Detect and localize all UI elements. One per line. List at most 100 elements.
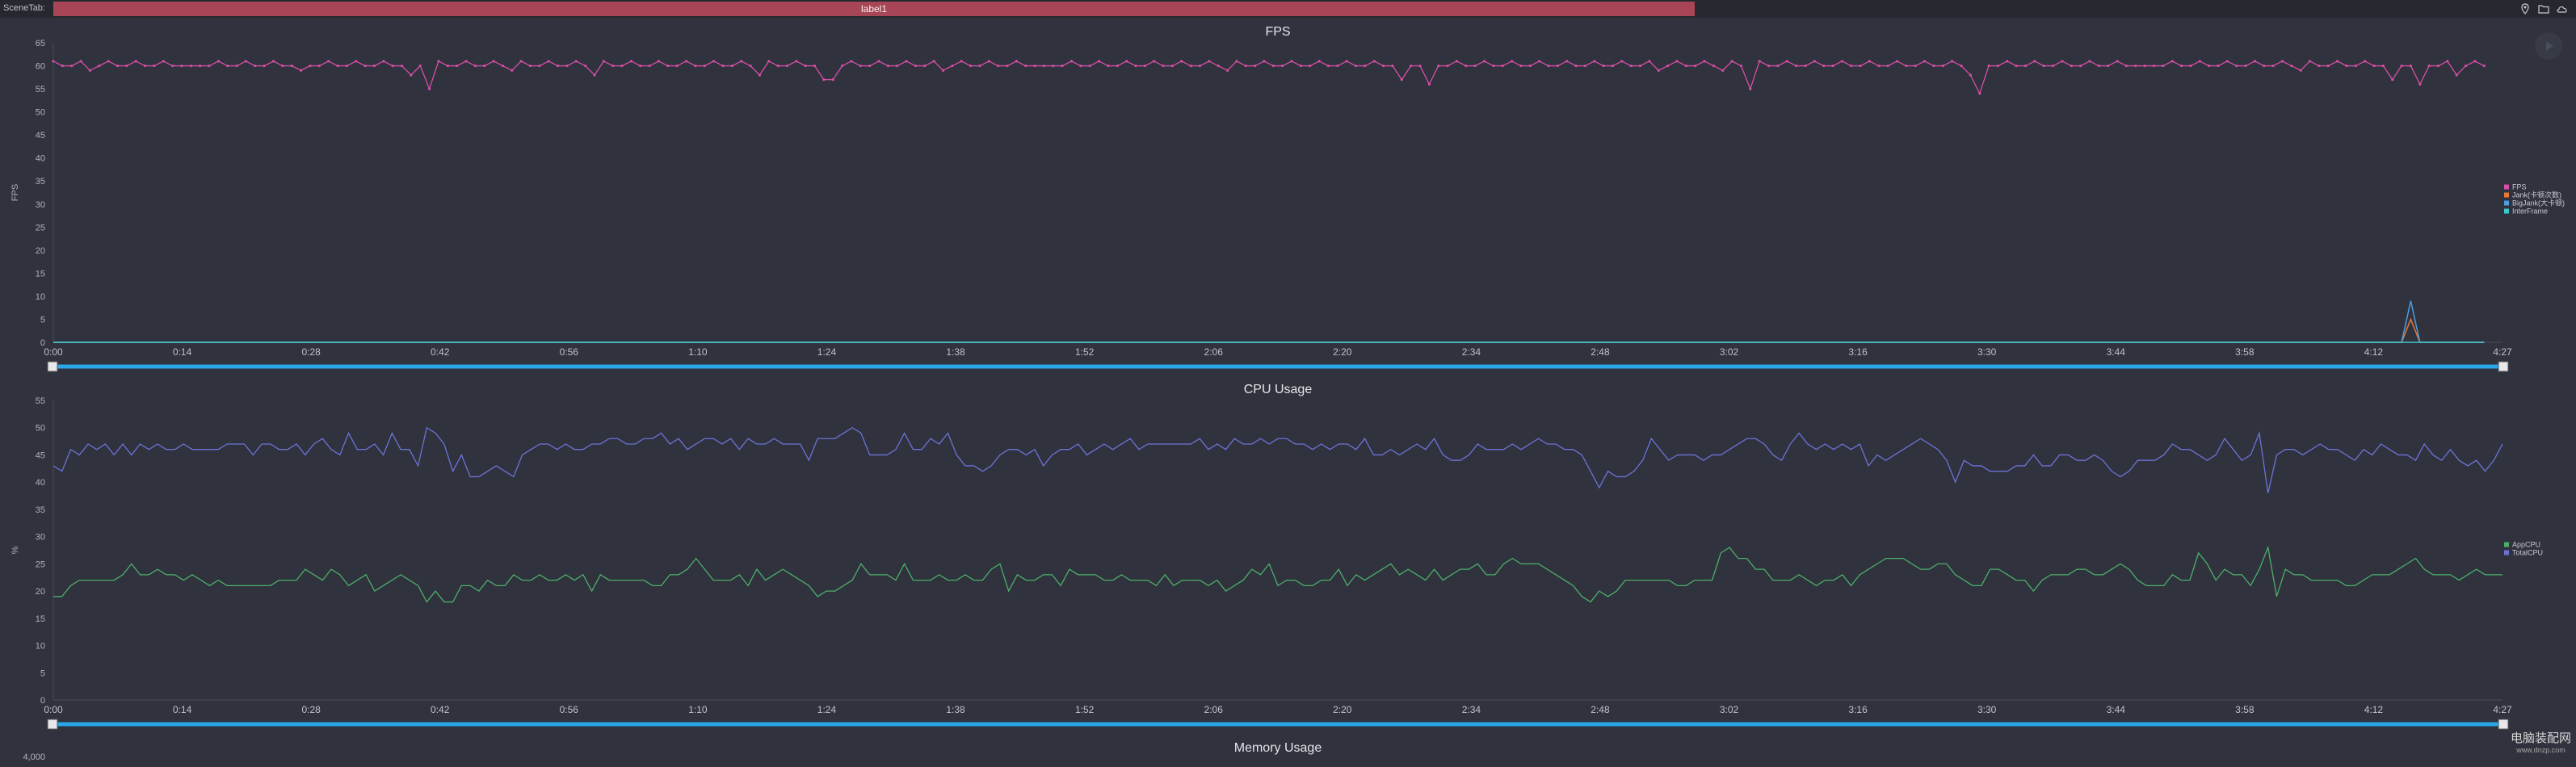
fps-point	[2326, 64, 2330, 68]
fps-point	[1400, 78, 1403, 82]
fps-point	[2381, 64, 2385, 68]
x-tick-label: 0:14	[173, 346, 192, 358]
fps-point	[418, 64, 422, 68]
x-tick-label: 1:38	[946, 704, 965, 715]
fps-point	[2152, 64, 2156, 68]
scene-tab-label: SceneTab:	[3, 3, 45, 13]
fps-point	[88, 69, 92, 72]
fps-point	[547, 60, 550, 63]
fps-point	[914, 64, 918, 68]
fps-point	[1969, 73, 1972, 77]
scene-label-text: label1	[860, 3, 888, 15]
fps-point	[1776, 64, 1780, 68]
fps-point	[584, 64, 587, 68]
fps-point	[363, 64, 367, 68]
x-tick-label: 0:42	[431, 704, 450, 715]
fps-point	[2364, 60, 2367, 63]
x-tick-label: 0:28	[301, 346, 321, 358]
fps-point	[1217, 64, 1220, 68]
play-button[interactable]	[2535, 32, 2562, 60]
fps-point	[758, 73, 761, 77]
fps-point	[1666, 64, 1670, 68]
fps-point	[1785, 60, 1788, 63]
fps-point	[666, 64, 670, 68]
fps-point	[1162, 64, 1165, 68]
fps-point	[2400, 64, 2403, 68]
fps-point	[785, 64, 789, 68]
fps-point	[1309, 64, 1312, 68]
fps-point	[1795, 64, 1798, 68]
legend-item: InterFrame	[2512, 207, 2548, 216]
fps-point	[1042, 64, 1046, 68]
fps-point	[1951, 60, 1954, 63]
fps-point	[932, 60, 935, 63]
fps-point	[1281, 64, 1284, 68]
fps-point	[657, 60, 661, 63]
fps-point	[896, 64, 899, 68]
fps-point	[2253, 60, 2256, 63]
fps-point	[244, 60, 248, 63]
fps-point	[1638, 64, 1642, 68]
fps-point	[1125, 60, 1128, 63]
fps-point	[1061, 64, 1064, 68]
fps-point	[740, 60, 743, 63]
fps-point	[556, 64, 560, 68]
fps-point	[795, 60, 798, 63]
fps-point	[694, 64, 697, 68]
watermark: 电脑装配网 www.dnzp.com	[2511, 731, 2572, 756]
fps-point	[1721, 69, 1725, 72]
fps-point	[712, 60, 716, 63]
y-tick-label: 35	[36, 177, 45, 187]
y-tick-label: 55	[36, 396, 45, 406]
scene-label-bar[interactable]: label1	[53, 2, 1695, 16]
fps-point	[317, 64, 321, 68]
x-tick-label: 2:20	[1333, 704, 1352, 715]
y-tick-label: 10	[36, 642, 45, 652]
fps-point	[721, 64, 725, 68]
fps-point	[134, 60, 137, 63]
y-tick-label: 15	[36, 269, 45, 279]
fps-point	[1473, 64, 1477, 68]
watermark-main: 电脑装配网	[2511, 731, 2572, 745]
scrollbar-handle-right	[2498, 361, 2509, 372]
fps-point	[2051, 64, 2055, 68]
fps-point	[1868, 60, 1872, 63]
fps-point	[1694, 64, 1697, 68]
y-tick-label: 4,000	[23, 752, 45, 762]
fps-point	[1593, 60, 1596, 63]
fps-point	[1501, 64, 1504, 68]
fps-point	[116, 64, 120, 68]
fps-point	[528, 64, 532, 68]
x-tick-label: 2:34	[1462, 346, 1481, 358]
fps-point	[840, 64, 844, 68]
fps-point	[464, 60, 468, 63]
legend-swatch	[2504, 184, 2509, 190]
cloud-icon[interactable]	[2556, 2, 2569, 15]
x-tick-label: 1:24	[817, 346, 837, 358]
fps-point	[2418, 82, 2422, 86]
fps-point	[2446, 60, 2449, 63]
legend-item: FPS	[2512, 183, 2527, 191]
legend-item: AppCPU	[2512, 541, 2540, 549]
fps-point	[1418, 64, 1422, 68]
fps-point	[1960, 64, 1963, 68]
fps-point	[886, 64, 889, 68]
fps-point	[372, 64, 376, 68]
fps-point	[1482, 60, 1486, 63]
fps-point	[1684, 64, 1687, 68]
scrollbar-handle-left	[47, 719, 58, 730]
fps-point	[620, 64, 624, 68]
fps-point	[271, 60, 275, 63]
location-icon[interactable]	[2519, 2, 2532, 15]
x-tick-label: 3:02	[1720, 346, 1739, 358]
fps-point	[281, 64, 284, 68]
folder-icon[interactable]	[2537, 2, 2550, 15]
series-line-0	[53, 317, 2485, 343]
fps-point	[2290, 64, 2293, 68]
fps-point	[1629, 64, 1633, 68]
series-line-1	[53, 300, 2485, 343]
fps-point	[684, 60, 688, 63]
fps-point	[1364, 64, 1367, 68]
fps-point	[216, 60, 221, 63]
fps-point	[2198, 60, 2201, 63]
